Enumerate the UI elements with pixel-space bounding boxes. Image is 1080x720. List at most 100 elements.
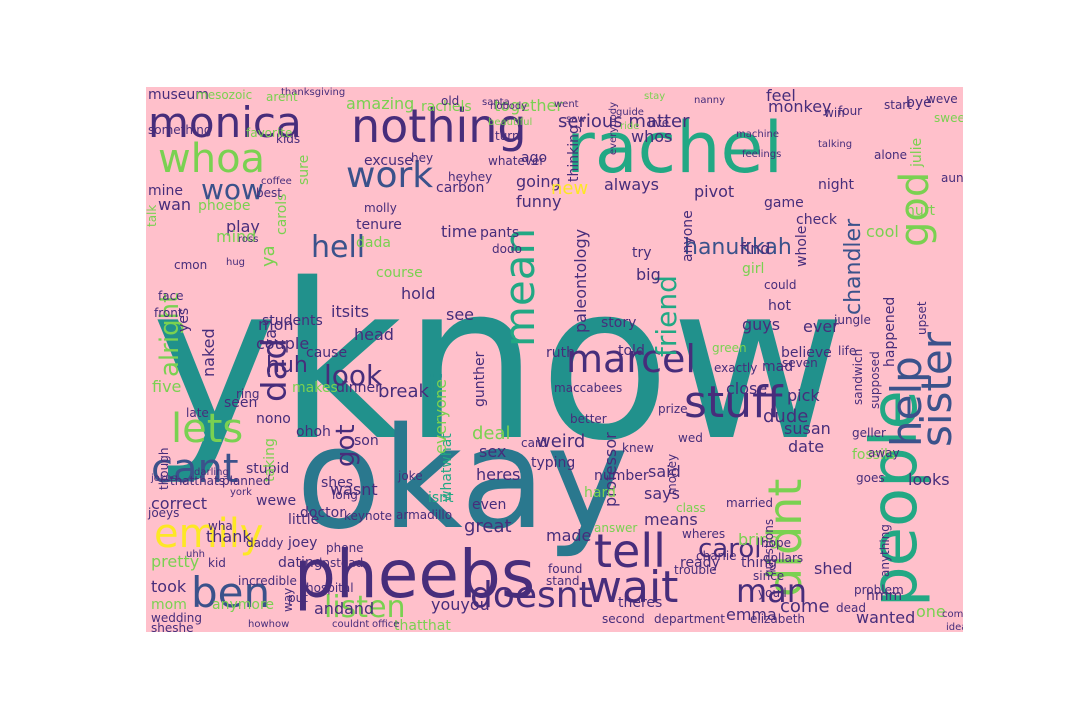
word-keynote: keynote bbox=[344, 509, 392, 523]
word-everyone: everyone bbox=[431, 379, 450, 454]
word-supposed: supposed bbox=[868, 351, 882, 409]
word-money: money bbox=[665, 454, 679, 495]
word-tenure: tenure bbox=[356, 217, 402, 233]
word-nothing: nothing bbox=[351, 99, 527, 153]
word-together: together bbox=[494, 96, 563, 115]
word-santa: santa bbox=[482, 97, 510, 108]
word-wasnt: wasnt bbox=[330, 480, 378, 499]
word-win: win bbox=[824, 106, 845, 120]
word-mind: mind bbox=[216, 227, 256, 246]
word-god: god bbox=[892, 172, 938, 247]
word-kid: kid bbox=[208, 556, 226, 570]
word-close: close bbox=[726, 379, 767, 398]
word-monkey: monkey bbox=[768, 97, 832, 116]
word-hope: hope bbox=[761, 536, 791, 550]
word-whoa: whoa bbox=[158, 136, 265, 182]
word-makes: makes bbox=[292, 380, 338, 396]
word-museum: museum bbox=[148, 87, 209, 103]
word-seven: seven bbox=[782, 356, 818, 370]
word-five: five bbox=[152, 377, 181, 396]
word-found: found bbox=[548, 562, 582, 576]
word-stupid: stupid bbox=[246, 461, 289, 477]
word-goes: goes bbox=[856, 471, 885, 485]
word-ring: ring bbox=[236, 387, 260, 401]
word-play: play bbox=[226, 217, 260, 236]
word-coffee: coffee bbox=[261, 176, 292, 187]
word-nobody: nobody bbox=[490, 101, 527, 112]
word-long: long bbox=[332, 488, 358, 502]
word-class: class bbox=[676, 501, 706, 515]
word-cloud-panel: yknow okay rachel pheebs people monica nothing… bbox=[146, 87, 963, 632]
word-card: card bbox=[521, 436, 547, 450]
word-ride: ride bbox=[620, 121, 639, 132]
word-yes: yes bbox=[176, 308, 192, 332]
word-front: front bbox=[154, 306, 183, 320]
word-nono: nono bbox=[256, 411, 291, 427]
word-girl: girl bbox=[742, 261, 764, 277]
word-ya: ya bbox=[258, 245, 279, 267]
word-wedding: wedding bbox=[151, 611, 202, 625]
word-phoebe: phoebe bbox=[198, 198, 250, 214]
word-comes: comes bbox=[942, 609, 963, 620]
word-check: check bbox=[796, 212, 838, 228]
word-itsits: itsits bbox=[331, 302, 369, 321]
word-isnt: isnt bbox=[428, 490, 454, 506]
word-could: could bbox=[764, 278, 797, 292]
word-wait: wait bbox=[586, 562, 678, 613]
word-gunther: gunther bbox=[472, 351, 488, 407]
word-heyhey: heyhey bbox=[448, 170, 492, 184]
word-emma: emma bbox=[726, 605, 777, 624]
word-try: try bbox=[632, 245, 652, 261]
word-okay: okay bbox=[296, 398, 629, 561]
word-tell: tell bbox=[594, 524, 666, 578]
word-head: head bbox=[354, 325, 394, 344]
word-old: old bbox=[441, 94, 459, 108]
word-youyou: youyou bbox=[431, 595, 490, 614]
word-dad: dad bbox=[255, 338, 295, 402]
word-work: work bbox=[346, 155, 433, 196]
word-cmon: cmon bbox=[174, 258, 207, 272]
word-whatwhat: whatwhat bbox=[439, 433, 455, 502]
word-something: something bbox=[148, 123, 212, 137]
word-taking: taking bbox=[262, 438, 278, 482]
word-department: department bbox=[654, 612, 725, 626]
word-couple: couple bbox=[256, 334, 309, 353]
word-mesozoic: mesozoic bbox=[196, 88, 252, 102]
word-doctor: doctor bbox=[300, 505, 345, 521]
word-hell: hell bbox=[311, 230, 365, 265]
word-cant: cant bbox=[151, 446, 239, 492]
word-bring: bring bbox=[738, 530, 779, 549]
word-night: night bbox=[818, 177, 855, 193]
word-late: late bbox=[186, 406, 209, 420]
word-doesnt: doesnt bbox=[470, 575, 593, 616]
word-hug: hug bbox=[226, 257, 245, 268]
word-sandwich: sandwich bbox=[851, 349, 865, 405]
word-youll: youll bbox=[758, 586, 787, 600]
word-ruth: ruth bbox=[546, 345, 575, 361]
word-help: help bbox=[882, 356, 931, 447]
word-feel: feel bbox=[766, 87, 796, 105]
word-arent: arent bbox=[266, 90, 298, 104]
word-funny: funny bbox=[516, 192, 562, 211]
word-wanted: wanted bbox=[856, 608, 915, 627]
word-shed: shed bbox=[814, 559, 852, 578]
word-jungle: jungle bbox=[833, 313, 871, 327]
word-people: people bbox=[858, 390, 932, 607]
word-anyone: anyone bbox=[680, 210, 696, 262]
word-guys: guys bbox=[742, 315, 780, 334]
word-charlie: charlie bbox=[696, 549, 737, 563]
word-listen: listen bbox=[324, 590, 406, 625]
word-huh: huh bbox=[266, 353, 308, 378]
word-dead: dead bbox=[836, 601, 866, 615]
word-didnt: didnt bbox=[758, 479, 812, 597]
word-thinking: thinking bbox=[566, 125, 582, 182]
word-ii: ii bbox=[428, 370, 445, 405]
word-game: game bbox=[764, 195, 804, 211]
word-favorite: favorite bbox=[246, 126, 292, 140]
word-sweetie: sweetie bbox=[934, 111, 963, 125]
word-phone: phone bbox=[326, 541, 364, 555]
word-turn: turn bbox=[495, 129, 520, 143]
word-whatever: whatever bbox=[488, 154, 544, 168]
word-ben: ben bbox=[191, 568, 270, 617]
word-cloud-background bbox=[146, 87, 963, 632]
